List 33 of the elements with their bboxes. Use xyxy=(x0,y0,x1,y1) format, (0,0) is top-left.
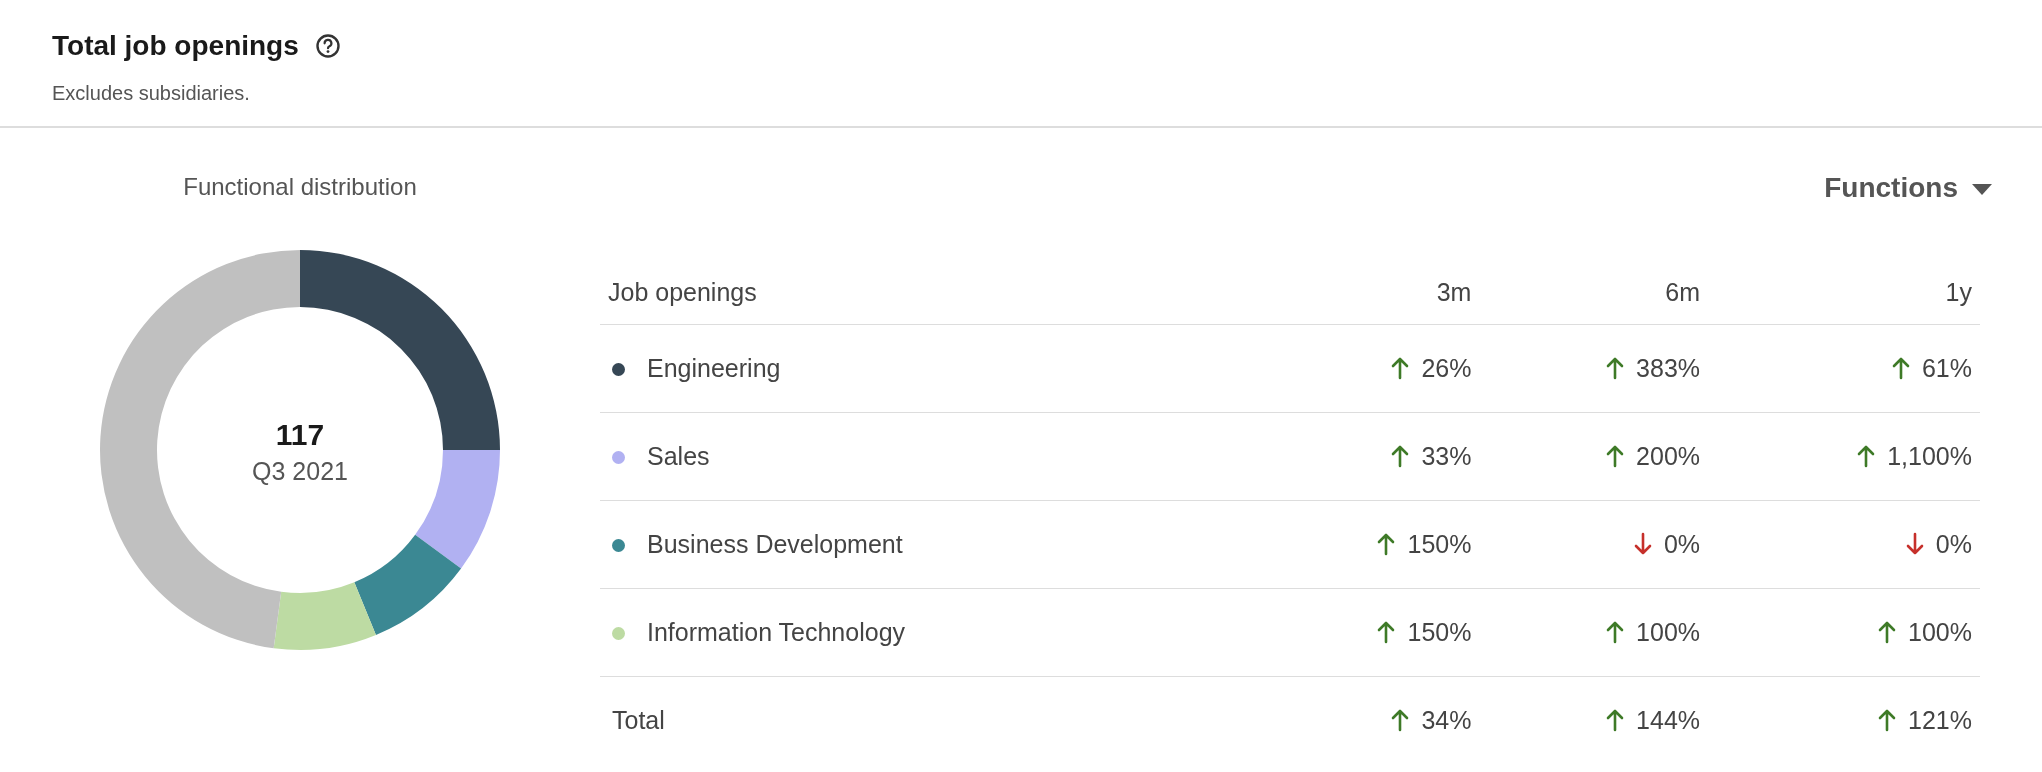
category-label: Business Development xyxy=(647,529,903,558)
text: Q3 2021 xyxy=(252,457,348,485)
data-label: 100% xyxy=(1908,617,1972,646)
donut-slice xyxy=(415,450,500,569)
data-label: 33% xyxy=(1421,441,1472,470)
chart-subtitle: Excludes subsidiaries. xyxy=(52,82,251,105)
data-label: 150% xyxy=(1407,617,1472,646)
text: 6m xyxy=(1479,262,1709,324)
donut-slice xyxy=(273,582,376,650)
category-label: Information Technology xyxy=(647,617,906,646)
data-label: 200% xyxy=(1636,441,1701,470)
text: Functions xyxy=(1824,172,1958,203)
data-label: 61% xyxy=(1921,353,1972,382)
data-label: 150% xyxy=(1407,529,1472,558)
chart-title: Total job openings xyxy=(52,30,299,62)
data-label: 383% xyxy=(1636,353,1701,382)
data-label: 34% xyxy=(1421,705,1472,734)
data-label: 100% xyxy=(1636,617,1701,646)
category-label: Engineering xyxy=(647,353,781,382)
data-label: 26% xyxy=(1421,353,1472,382)
data-label: 0% xyxy=(1935,529,1972,558)
data-label: 0% xyxy=(1663,529,1701,558)
text: Job openings xyxy=(600,262,1251,324)
data-label: 1,100% xyxy=(1887,441,1972,470)
donut-slice xyxy=(354,534,462,636)
category-label: Sales xyxy=(647,441,710,470)
text: 3m xyxy=(1250,262,1480,324)
data-label: 144% xyxy=(1636,705,1701,734)
text: 117 xyxy=(275,418,325,451)
text: Functional distribution xyxy=(183,173,417,200)
data-label: 121% xyxy=(1908,705,1972,734)
category-label: Total xyxy=(612,705,665,734)
text: 1y xyxy=(1708,262,1980,324)
